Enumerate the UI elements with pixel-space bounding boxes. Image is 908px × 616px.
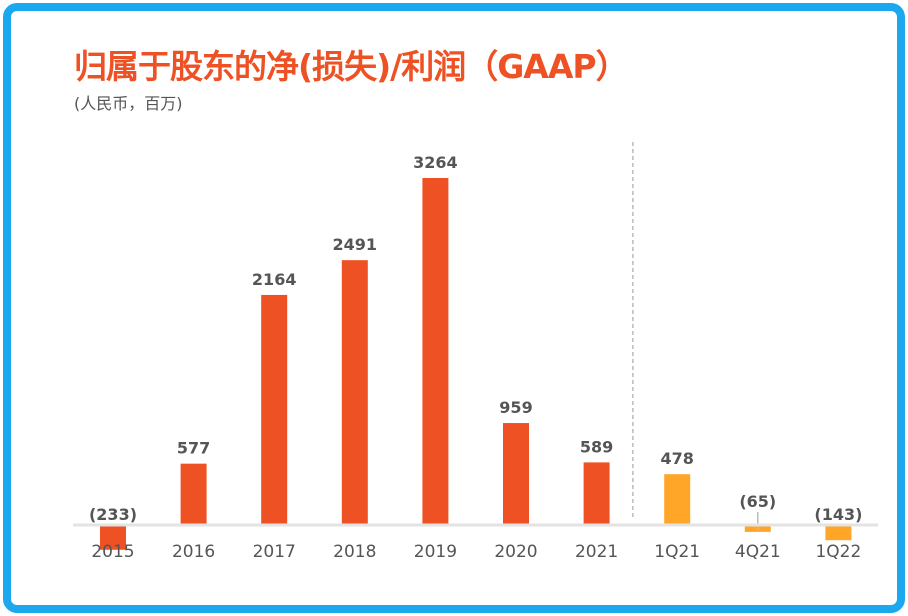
value-label-2021: 589 <box>580 437 613 456</box>
value-label-2018: 2491 <box>333 235 378 254</box>
x-tick-label-1Q21: 1Q21 <box>654 542 700 562</box>
value-label-1Q22: (143) <box>814 505 862 524</box>
value-label-2020: 959 <box>499 398 532 417</box>
value-label-2016: 577 <box>177 439 210 458</box>
x-tick-label-1Q22: 1Q22 <box>815 542 861 562</box>
x-tick-label-2015: 2015 <box>91 542 134 562</box>
x-tick-label-4Q21: 4Q21 <box>735 542 781 562</box>
value-label-1Q21: 478 <box>660 449 693 468</box>
x-tick-label-2020: 2020 <box>494 542 537 562</box>
bar-2020 <box>503 423 529 525</box>
x-tick-label-2021: 2021 <box>575 542 618 562</box>
bar-2017 <box>261 294 288 525</box>
chart-title: 归属于股东的净(损失)/利润（GAAP） <box>74 47 629 86</box>
x-tick-label-2018: 2018 <box>333 542 376 562</box>
x-tick-label-2019: 2019 <box>414 542 457 562</box>
x-tick-label-2016: 2016 <box>172 542 215 562</box>
bar-2021 <box>583 462 610 525</box>
chart-subtitle: (人民币，百万) <box>74 94 183 113</box>
bar-2018 <box>341 260 368 525</box>
bar-2015 <box>100 525 126 550</box>
value-label-2019: 3264 <box>413 153 458 172</box>
bar-2016 <box>180 463 207 525</box>
value-label-2017: 2164 <box>252 270 297 289</box>
x-tick-label-2017: 2017 <box>253 542 296 562</box>
value-label-4Q21: (65) <box>739 492 776 511</box>
bar-1Q21 <box>664 474 691 525</box>
value-label-2015: (233) <box>89 505 137 524</box>
chart-frame <box>3 3 905 613</box>
bar-2019 <box>422 178 449 525</box>
bar-1Q22 <box>825 525 852 541</box>
